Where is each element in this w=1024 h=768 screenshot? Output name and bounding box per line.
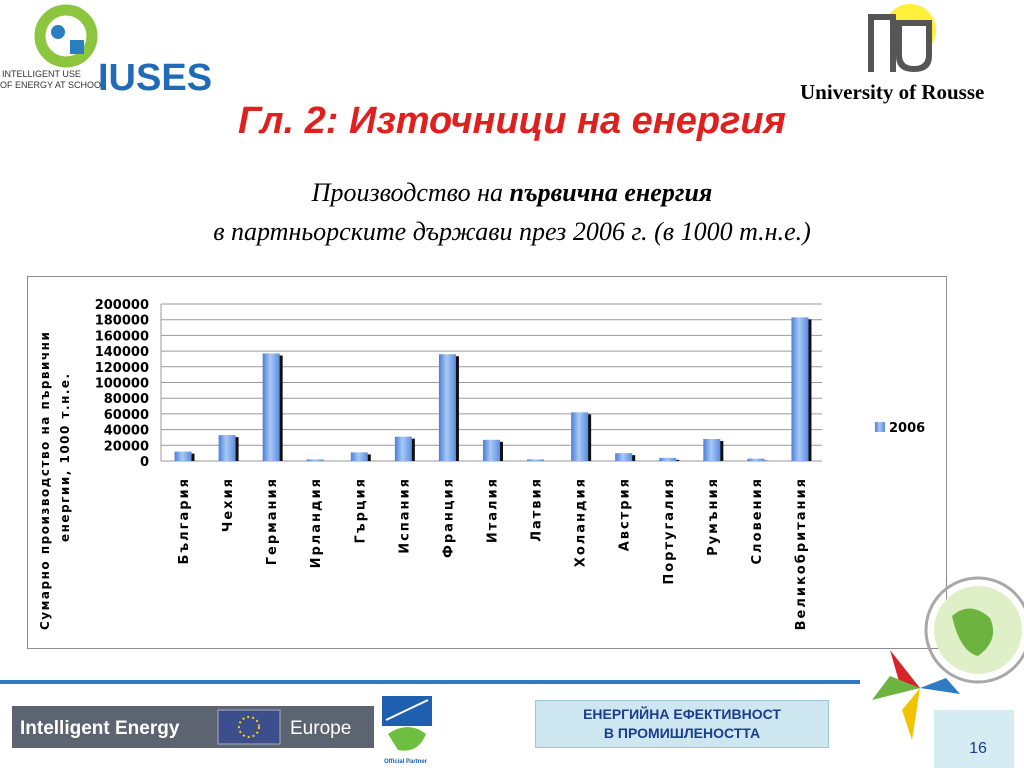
official-partner-logo: Official Partner [382, 696, 432, 765]
bar [659, 457, 677, 461]
university-name: University of Rousse [800, 80, 985, 104]
iuses-logo: INTELLIGENT USE OF ENERGY AT SCHOOL IUSE… [0, 4, 212, 99]
y-tick-label: 100000 [95, 377, 149, 392]
banner-left-text: Intelligent Energy [20, 718, 180, 739]
bar [438, 354, 456, 461]
bar [571, 412, 589, 461]
x-tick-label: Австрия [618, 477, 633, 551]
page-number: 16 [969, 740, 987, 757]
topic-line2: В ПРОМИШЛЕНОСТТА [603, 725, 761, 741]
x-tick-label: Великобритания [794, 477, 809, 630]
x-tick-label: Румъния [706, 477, 721, 556]
x-tick-label: Франция [441, 477, 456, 558]
x-tick-label: Италия [486, 477, 501, 543]
y-axis-label-line2: енергии, 1000 т.н.е. [58, 372, 72, 542]
bars [174, 317, 812, 461]
x-tick-label: Португалия [662, 477, 677, 585]
bar [306, 459, 324, 461]
y-tick-label: 0 [140, 455, 149, 470]
x-tick-label: Гърция [353, 477, 368, 543]
banner-right-text: Europe [290, 718, 351, 739]
y-tick-label: 160000 [95, 329, 149, 344]
bar [791, 317, 809, 461]
x-tick-labels: България Чехия Германия Ирландия Гърция Испан… [177, 477, 809, 630]
subtitle-bold: първична енергия [509, 178, 713, 207]
bar [262, 353, 280, 461]
bar [350, 452, 368, 461]
slide-title: Гл. 2: Източници на енергия [238, 100, 786, 142]
logo-wordmark: IUSES [98, 57, 212, 99]
y-axis-label-line1: Сумарно производство на първични [38, 331, 52, 630]
x-tick-label: Латвия [530, 477, 545, 542]
bar [747, 458, 765, 461]
y-tick-label: 120000 [95, 361, 149, 376]
y-tick-label: 80000 [104, 392, 149, 407]
x-tick-label: Ирландия [309, 477, 324, 568]
y-tick-label: 40000 [104, 424, 149, 439]
topic-line1: ЕНЕРГИЙНА ЕФЕКТИВНОСТ [583, 706, 781, 722]
legend: 2006 [875, 421, 925, 436]
legend-label: 2006 [889, 421, 925, 436]
y-tick-label: 200000 [95, 298, 149, 313]
bulb-illustration [872, 576, 1024, 768]
slide-subtitle-line1: Производство на първична енергия [0, 178, 1024, 208]
topic-box: ЕНЕРГИЙНА ЕФЕКТИВНОСТ В ПРОМИШЛЕНОСТТА [535, 700, 829, 748]
logo-text-line2: OF ENERGY AT SCHOOL [0, 80, 106, 90]
subtitle-prefix: Производство на [311, 178, 510, 207]
bar [483, 439, 500, 461]
y-tick-label: 20000 [104, 439, 149, 454]
bar [174, 451, 192, 461]
bar [218, 435, 236, 461]
y-axis-label: Сумарно производство на първични енергии,… [38, 331, 72, 630]
bar [394, 436, 412, 461]
y-tick-label: 140000 [95, 345, 149, 360]
intelligent-energy-europe-banner: Intelligent Energy Europe [12, 706, 374, 748]
bar [703, 439, 721, 461]
footer-rule [0, 680, 860, 684]
x-tick-label: България [177, 477, 192, 565]
x-tick-label: Германия [265, 477, 280, 565]
bar-chart: 0200004000060000800001000001200001400001… [38, 298, 925, 630]
logo-text-line1: INTELLIGENT USE [2, 69, 81, 79]
x-tick-label: Холандия [574, 477, 589, 567]
university-logo [868, 4, 936, 72]
partner-label: Official Partner [384, 759, 428, 765]
x-tick-label: Испания [397, 477, 412, 554]
y-tick-label: 180000 [95, 314, 149, 329]
bar [527, 459, 545, 461]
y-tick-label: 60000 [104, 408, 149, 423]
x-tick-label: Словения [750, 477, 765, 564]
x-tick-label: Чехия [221, 477, 236, 532]
legend-swatch [875, 422, 885, 432]
gridlines [160, 303, 822, 462]
bar [615, 453, 633, 461]
y-tick-labels: 0200004000060000800001000001200001400001… [95, 298, 149, 470]
slide-subtitle-line2: в партньорските държави през 2006 г. (в … [213, 217, 811, 246]
